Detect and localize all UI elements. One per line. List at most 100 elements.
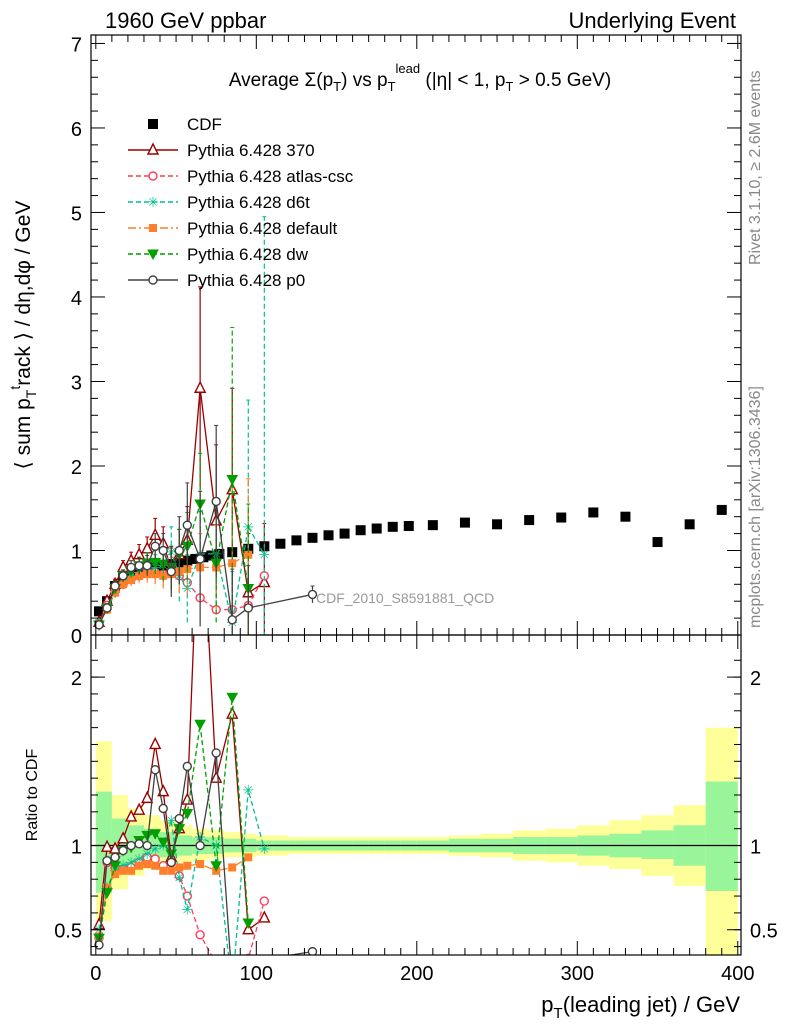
- data-point: [459, 517, 470, 528]
- data-point: [149, 829, 162, 840]
- data-point: [181, 809, 194, 820]
- series-6: [94, 424, 318, 635]
- data-point: ✳: [133, 851, 145, 867]
- data-point: [147, 249, 159, 261]
- y-axis-label: ⟨ sum pTtrack ⟩ / dη,dφ / GeV: [7, 201, 39, 470]
- data-point: [211, 496, 221, 507]
- data-point: [142, 840, 152, 851]
- y-tick-label: 1: [71, 541, 82, 563]
- data-point: [181, 792, 194, 805]
- data-point: [307, 589, 318, 600]
- data-point: [323, 530, 334, 541]
- ratio-y-tick-label-right: 2: [750, 668, 761, 690]
- data-point: ✳: [194, 829, 206, 845]
- data-point: [119, 866, 128, 875]
- data-point: [195, 930, 205, 940]
- data-point: [291, 535, 302, 546]
- data-point: ✳: [226, 981, 238, 997]
- rivet-version-text: Rivet 3.1.10, ≥ 2.6M events: [747, 70, 764, 265]
- legend-entry: CDF: [148, 115, 222, 134]
- data-point: [157, 784, 170, 797]
- data-point: [135, 861, 144, 870]
- data-point: [275, 538, 286, 549]
- y-tick-label: 6: [71, 119, 82, 141]
- data-point: [158, 803, 168, 814]
- data-point: [228, 863, 237, 872]
- data-point: [210, 861, 223, 872]
- ratio-y-tick-label-right: 1: [750, 837, 761, 859]
- data-point: ✳: [141, 846, 153, 862]
- data-point: [158, 545, 168, 556]
- data-point: [194, 380, 207, 393]
- data-point: [588, 507, 599, 518]
- x-tick-label: 200: [400, 963, 433, 985]
- main-plot-area: ✳✳✳✳✳✳✳✳✳✳✳✳✳✳✳✳✳: [92, 216, 727, 635]
- data-point: [110, 852, 120, 863]
- data-point: [183, 861, 192, 870]
- data-point: [716, 504, 727, 515]
- data-point: [226, 692, 239, 704]
- ratio-band-green: [641, 830, 674, 859]
- data-point: [143, 860, 152, 869]
- data-point: [182, 761, 192, 772]
- x-axis-label: pT(leading jet) / GeV: [541, 992, 740, 1022]
- data-point: [126, 840, 136, 851]
- data-point: [206, 550, 217, 561]
- data-point: [118, 571, 128, 581]
- data-point: ✳: [242, 782, 254, 798]
- data-point: [214, 548, 225, 559]
- legend-label: Pythia 6.428 atlas-csc: [187, 167, 354, 186]
- data-point: [102, 855, 112, 866]
- data-point: [151, 861, 160, 870]
- data-point: ✳: [181, 902, 193, 918]
- data-point: [148, 119, 158, 129]
- data-point: [307, 532, 318, 543]
- data-point: [100, 839, 114, 852]
- data-point: [127, 866, 136, 875]
- legend-entry: Pythia 6.428 default: [128, 219, 338, 238]
- ratio-series-5: [94, 748, 318, 955]
- y-tick-label: 3: [71, 372, 82, 394]
- data-point: [227, 615, 237, 625]
- data-point: [243, 603, 253, 613]
- data-point: [119, 580, 128, 589]
- data-point: [524, 515, 535, 526]
- legend-label: Pythia 6.428 370: [187, 141, 315, 160]
- data-point: [258, 910, 271, 923]
- data-point: [141, 830, 154, 842]
- data-point: ✳: [258, 841, 270, 857]
- data-point: [242, 918, 255, 930]
- legend-entry: ✳ Pythia 6.428 d6t: [128, 193, 310, 212]
- header-right: Underlying Event: [568, 8, 736, 33]
- data-point: [182, 520, 192, 530]
- data-point: [133, 802, 146, 815]
- legend-entry: Pythia 6.428 dw: [128, 245, 309, 264]
- data-point: [339, 528, 350, 539]
- data-point: [135, 571, 144, 580]
- legend-entry: Pythia 6.428 p0: [128, 271, 305, 290]
- data-point: [556, 512, 567, 523]
- y-tick-label: 0: [71, 626, 82, 648]
- data-point: [175, 863, 184, 872]
- data-point: ✳: [125, 854, 137, 870]
- data-point: [126, 562, 136, 573]
- data-point: [195, 554, 205, 564]
- ratio-y-tick-label: 1: [71, 837, 82, 859]
- data-point: [149, 224, 157, 232]
- ratio-y-tick-label-right: 0.5: [750, 921, 778, 943]
- y-tick-label: 2: [71, 457, 82, 479]
- data-point: [228, 959, 236, 967]
- data-point: [141, 790, 154, 804]
- data-point: [226, 706, 239, 719]
- data-point: [94, 620, 104, 630]
- mcplots-site-text: mcplots.cern.ch [arXiv:1306.3436]: [747, 386, 764, 628]
- analysis-label: CDF_2010_S8591881_QCD: [316, 590, 494, 606]
- series-line: [98, 479, 249, 626]
- x-tick-label: 300: [561, 963, 594, 985]
- data-point: ✳: [117, 858, 129, 874]
- legend-entry: Pythia 6.428 atlas-csc: [128, 167, 354, 186]
- data-point: [157, 837, 170, 849]
- data-point: [194, 719, 206, 731]
- data-point: [620, 511, 631, 522]
